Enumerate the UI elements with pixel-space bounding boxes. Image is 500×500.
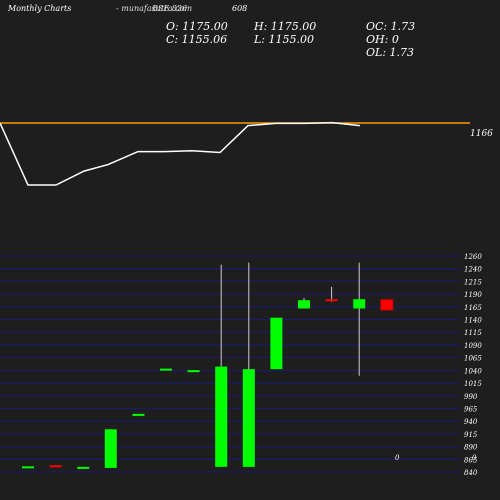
oc-value: OC: 1.73	[366, 20, 416, 33]
candle-body	[325, 299, 338, 302]
candle-body	[270, 317, 283, 370]
chart-title: Monthly Charts	[8, 4, 72, 13]
high-value: H: 1175.00	[254, 20, 317, 33]
ol-value: OL: 1.73	[366, 46, 415, 59]
symbol-label: 608	[232, 4, 248, 13]
y-tick-label: 865	[464, 456, 478, 464]
candle-body	[298, 300, 310, 309]
open-value: O: 1175.00	[166, 20, 228, 33]
candle-body	[104, 429, 117, 468]
source-label[interactable]: - munafasutra.com	[116, 4, 193, 13]
y-tick-label: 1165	[464, 304, 482, 312]
y-tick-label: 915	[464, 431, 478, 439]
grid-lines	[0, 255, 460, 473]
candlestick-series	[22, 262, 394, 469]
y-tick-label: 1190	[464, 291, 482, 299]
candle-body	[132, 413, 145, 416]
candle-body	[353, 299, 366, 309]
y-tick-label: 1260	[464, 253, 482, 261]
candle-body	[215, 366, 228, 467]
x-tick-label: 0	[395, 454, 400, 462]
y-tick-label: 890	[464, 444, 478, 452]
y-tick-label: 1115	[464, 329, 482, 337]
candle-body	[380, 299, 394, 311]
candle-body	[242, 369, 255, 467]
y-tick-label: 840	[464, 469, 478, 477]
low-value: L: 1155.00	[254, 33, 314, 46]
y-tick-label: 1015	[464, 380, 482, 388]
candle-body	[187, 370, 200, 373]
level-label: 1166	[470, 129, 493, 139]
price-line	[0, 121, 361, 186]
candle-body	[49, 465, 62, 468]
y-tick-label: 1090	[464, 342, 482, 350]
y-axis: 1260 1240 1215 1190 1165 1140 1115 1090 1065 1040…	[464, 253, 482, 477]
line-panel: 1166	[0, 121, 493, 186]
x-tick-label: 0	[472, 454, 477, 462]
y-tick-label: 990	[464, 393, 478, 401]
candle-body	[22, 466, 34, 469]
y-tick-label: 1040	[464, 367, 482, 375]
y-tick-label: 1140	[464, 317, 482, 325]
close-value: C: 1155.06	[166, 33, 228, 46]
y-tick-label: 965	[464, 405, 478, 413]
exchange-code: BSE 826	[152, 4, 188, 13]
candle-body	[160, 368, 172, 371]
y-tick-label: 1240	[464, 266, 482, 274]
candle-body	[77, 466, 90, 469]
y-tick-label: 1215	[464, 278, 482, 286]
oh-value: OH: 0	[366, 33, 399, 46]
y-tick-label: 940	[464, 418, 478, 426]
y-tick-label: 1065	[464, 355, 482, 363]
